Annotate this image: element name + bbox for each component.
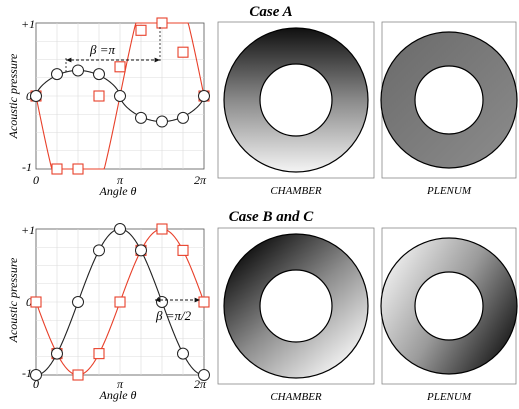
chamber-panel-bc <box>217 227 375 385</box>
y-tick-top-bc: +1 <box>21 223 35 237</box>
circle-marker <box>50 347 63 360</box>
y-tick-bot-a: -1 <box>22 160 32 174</box>
circle-marker <box>92 68 105 81</box>
chamber-panel-a <box>217 21 375 179</box>
plenum-label-bc: PLENUM <box>426 391 472 403</box>
x-axis-label-bc: Angle θ <box>99 388 137 402</box>
square-marker <box>93 348 105 360</box>
circle-marker <box>197 369 210 381</box>
circle-marker <box>177 111 190 124</box>
circle-marker <box>114 90 127 102</box>
plenum-panel-a <box>380 21 518 179</box>
square-marker <box>30 296 42 308</box>
square-marker <box>114 296 126 308</box>
case-bc-title: Case B and C <box>229 209 315 225</box>
square-marker <box>177 46 189 58</box>
plenum-panel-bc <box>380 227 518 385</box>
square-marker <box>72 163 84 175</box>
circle-marker <box>92 244 105 257</box>
y-axis-label-a: Acoustic pressure <box>6 53 20 139</box>
square-marker <box>72 369 84 381</box>
phase-label-bc: β =π/2 <box>155 308 192 323</box>
circle-marker <box>114 223 127 235</box>
chamber-label-a: CHAMBER <box>270 185 322 197</box>
square-marker <box>156 17 168 29</box>
circle-marker <box>197 90 210 102</box>
series-group-a <box>30 17 210 175</box>
chamber-label-bc: CHAMBER <box>270 391 322 403</box>
plenum-label-a: PLENUM <box>426 185 472 197</box>
circle-marker <box>177 347 190 360</box>
x-axis-label-a: Angle θ <box>99 184 137 198</box>
y-axis-label-bc: Acoustic pressure <box>6 257 20 343</box>
square-marker <box>156 223 168 235</box>
circle-marker <box>30 90 42 102</box>
square-marker <box>114 61 126 73</box>
phase-label-a: β =π <box>89 42 115 57</box>
circle-marker <box>72 296 85 308</box>
square-marker <box>177 244 189 256</box>
x-tick-2pi-a: 2π <box>194 173 207 187</box>
x-tick-0-bc: 0 <box>33 377 39 391</box>
y-tick-bot-bc: -1 <box>22 366 32 380</box>
phase-arrow-a <box>65 27 161 72</box>
y-tick-mid-a: 0 <box>26 89 32 103</box>
square-marker <box>51 163 63 175</box>
circle-marker <box>155 296 168 308</box>
circle-marker <box>50 68 63 81</box>
circle-marker <box>155 115 168 128</box>
circle-marker <box>135 244 147 257</box>
y-tick-mid-bc: 0 <box>26 295 32 309</box>
square-marker <box>198 296 210 308</box>
series-group-bc <box>30 223 210 381</box>
circle-marker <box>72 64 85 77</box>
square-marker <box>93 90 105 102</box>
circle-marker <box>135 111 147 124</box>
x-tick-0-a: 0 <box>33 173 39 187</box>
case-a-title: Case A <box>249 4 292 20</box>
x-tick-pi-bc: π <box>117 377 124 391</box>
circle-marker <box>30 369 42 381</box>
y-tick-top-a: +1 <box>21 17 35 31</box>
x-tick-pi-a: π <box>117 173 124 187</box>
square-marker <box>135 24 147 36</box>
